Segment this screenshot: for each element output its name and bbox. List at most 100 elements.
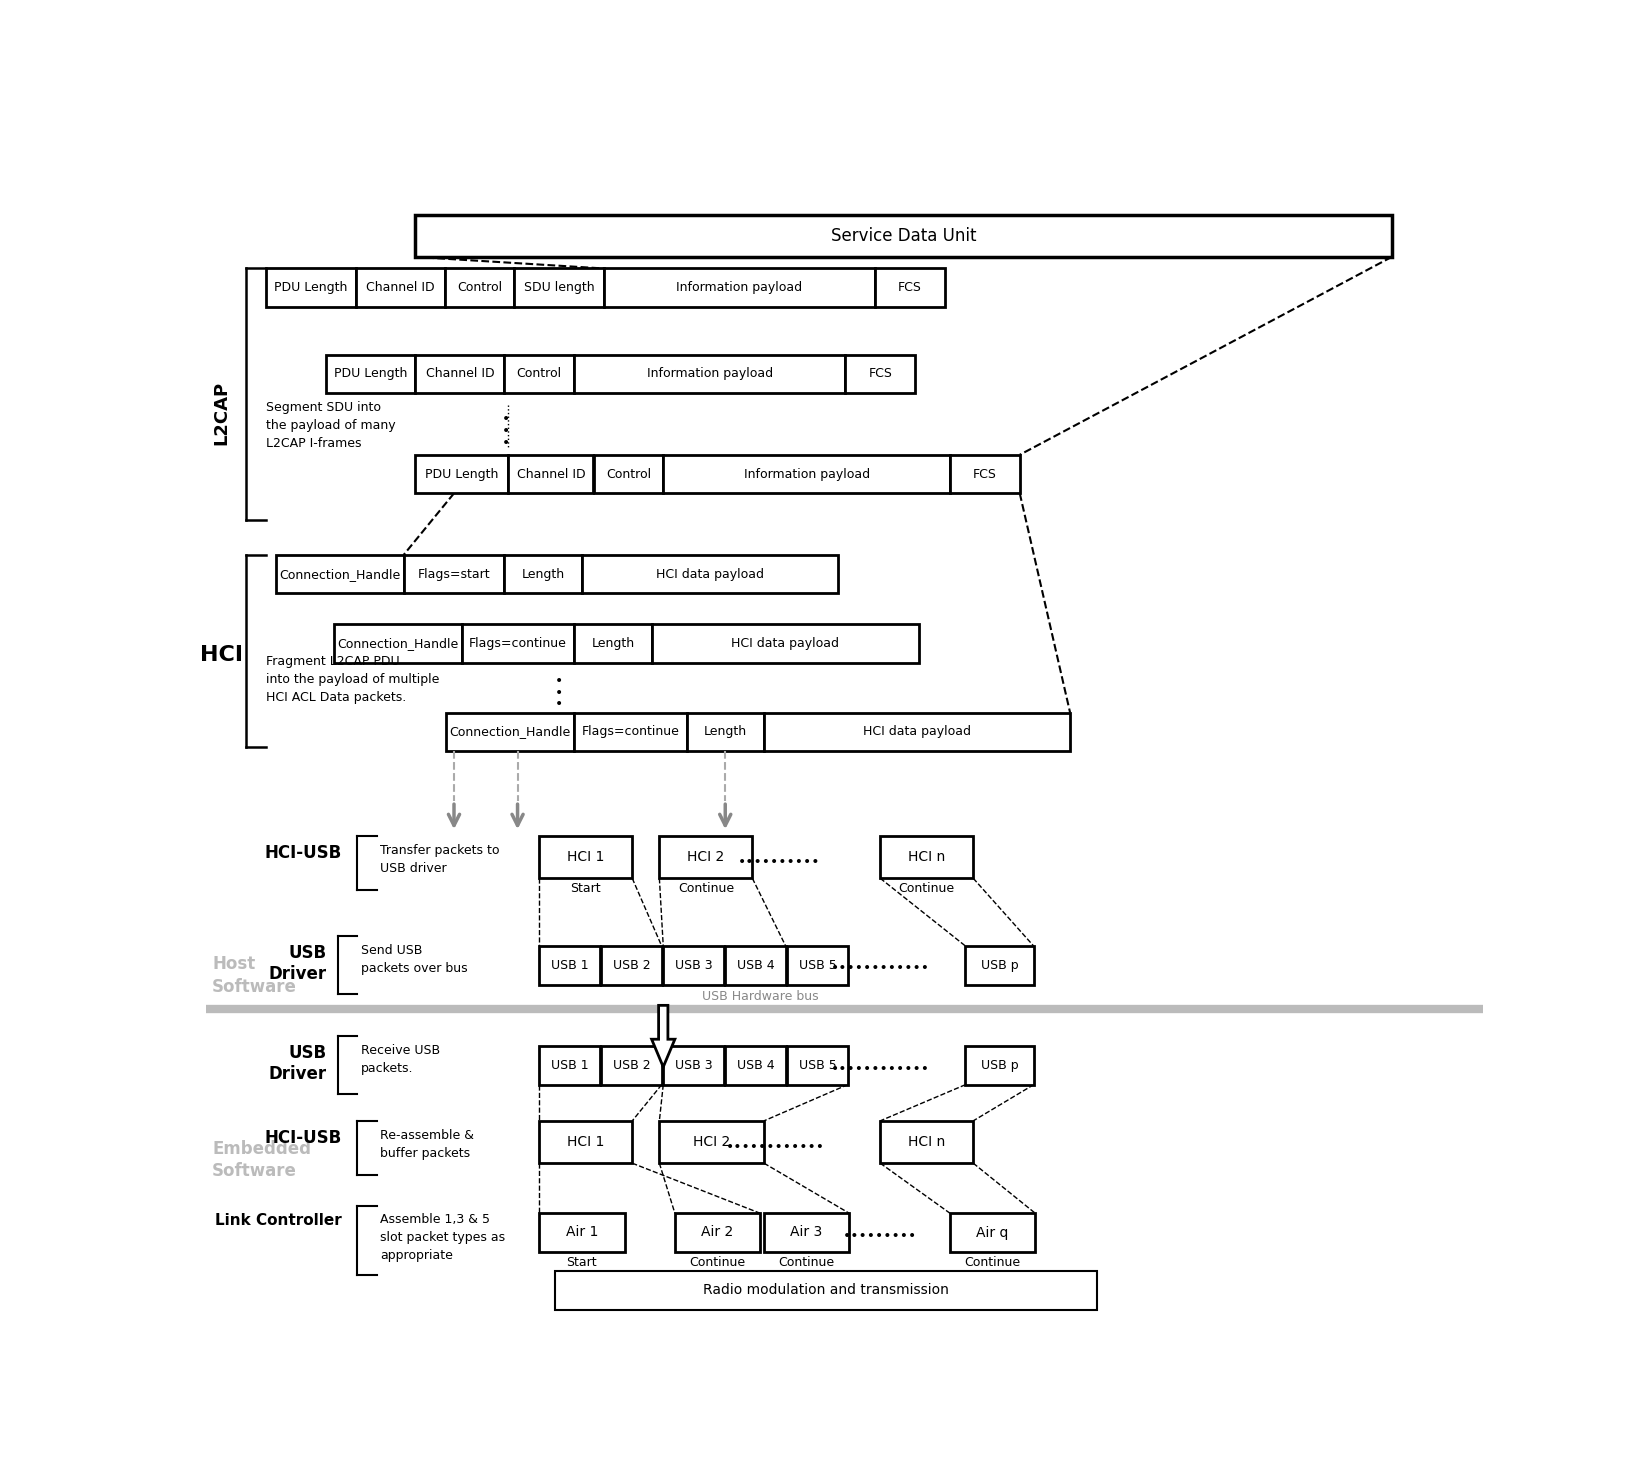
Text: USB
Driver: USB Driver xyxy=(269,944,326,983)
Text: ••••••••••••: •••••••••••• xyxy=(831,962,929,975)
Bar xyxy=(676,1214,760,1252)
Text: USB 5: USB 5 xyxy=(799,959,836,972)
Text: HCI n: HCI n xyxy=(908,1135,946,1148)
Text: USB
Driver: USB Driver xyxy=(269,1043,326,1083)
Text: Send USB
packets over bus: Send USB packets over bus xyxy=(361,944,468,975)
Text: HCI: HCI xyxy=(199,645,242,665)
Bar xyxy=(356,268,445,306)
Bar xyxy=(662,454,949,493)
Text: Connection_Handle: Connection_Handle xyxy=(338,636,458,650)
Text: Control: Control xyxy=(456,281,503,295)
Text: PDU Length: PDU Length xyxy=(335,367,407,380)
Bar xyxy=(949,454,1020,493)
Text: HCI data payload: HCI data payload xyxy=(732,636,839,650)
Text: USB 1: USB 1 xyxy=(550,959,588,972)
Bar xyxy=(404,555,504,593)
Bar xyxy=(555,1271,1098,1310)
Text: USB 4: USB 4 xyxy=(737,1058,775,1072)
Text: Re-assemble &
buffer packets: Re-assemble & buffer packets xyxy=(381,1129,475,1159)
Text: Continue: Continue xyxy=(778,1255,834,1268)
Text: FCS: FCS xyxy=(898,281,921,295)
Text: PDU Length: PDU Length xyxy=(425,468,498,481)
Text: Air 1: Air 1 xyxy=(565,1225,598,1240)
Text: ••••••••••: •••••••••• xyxy=(738,855,821,869)
Bar xyxy=(508,454,593,493)
Text: •: • xyxy=(554,685,562,700)
Text: Embedded
Software: Embedded Software xyxy=(213,1140,311,1181)
Bar xyxy=(593,454,662,493)
Bar xyxy=(788,1046,847,1085)
Bar xyxy=(725,1046,786,1085)
Text: USB 3: USB 3 xyxy=(674,1058,712,1072)
Text: HCI 2: HCI 2 xyxy=(694,1135,730,1148)
Bar xyxy=(326,355,415,394)
Bar xyxy=(602,946,662,984)
Text: Continue: Continue xyxy=(964,1255,1020,1268)
Text: Information payload: Information payload xyxy=(743,468,870,481)
Bar xyxy=(582,555,837,593)
Bar xyxy=(880,836,974,878)
Bar xyxy=(267,268,356,306)
Text: Channel ID: Channel ID xyxy=(425,367,494,380)
Bar xyxy=(845,355,915,394)
Bar xyxy=(461,625,574,663)
Text: •: • xyxy=(554,675,562,688)
Text: Information payload: Information payload xyxy=(646,367,773,380)
Text: L2CAP: L2CAP xyxy=(213,380,231,444)
Bar xyxy=(651,625,920,663)
Text: HCI data payload: HCI data payload xyxy=(864,725,971,739)
Text: Receive USB
packets.: Receive USB packets. xyxy=(361,1043,440,1074)
Text: ••••••••••••: •••••••••••• xyxy=(831,1061,929,1076)
Bar xyxy=(447,713,574,752)
Bar xyxy=(687,713,765,752)
Text: Continue: Continue xyxy=(677,882,733,895)
Text: Connection_Handle: Connection_Handle xyxy=(279,568,400,580)
Text: Length: Length xyxy=(521,568,565,580)
Text: USB 2: USB 2 xyxy=(613,959,651,972)
Text: Continue: Continue xyxy=(689,1255,745,1268)
Bar xyxy=(725,946,786,984)
Text: USB 1: USB 1 xyxy=(550,1058,588,1072)
Text: Start: Start xyxy=(570,882,602,895)
Text: USB 4: USB 4 xyxy=(737,959,775,972)
Bar xyxy=(539,1046,600,1085)
Bar xyxy=(415,215,1393,258)
Bar xyxy=(275,555,404,593)
Text: Link Controller: Link Controller xyxy=(214,1214,341,1228)
Text: Information payload: Information payload xyxy=(676,281,803,295)
Text: Control: Control xyxy=(606,468,651,481)
Text: FCS: FCS xyxy=(868,367,892,380)
Bar xyxy=(765,1214,849,1252)
Bar xyxy=(949,1214,1035,1252)
Text: Fragment L2CAP PDU
into the payload of multiple
HCI ACL Data packets.: Fragment L2CAP PDU into the payload of m… xyxy=(267,656,440,704)
Bar xyxy=(662,946,723,984)
Text: Length: Length xyxy=(592,636,634,650)
Bar xyxy=(539,1214,625,1252)
Text: Flags=continue: Flags=continue xyxy=(470,636,567,650)
Bar xyxy=(875,268,944,306)
Text: HCI-USB: HCI-USB xyxy=(264,1129,341,1147)
Bar xyxy=(659,1120,765,1163)
Bar xyxy=(539,836,633,878)
Bar xyxy=(574,625,651,663)
Bar xyxy=(415,355,504,394)
Text: PDU Length: PDU Length xyxy=(274,281,348,295)
Text: HCI 1: HCI 1 xyxy=(567,850,605,864)
Text: Flags=start: Flags=start xyxy=(417,568,491,580)
Text: Air 2: Air 2 xyxy=(702,1225,733,1240)
Text: USB Hardware bus: USB Hardware bus xyxy=(702,990,819,1003)
Text: •••••••••: ••••••••• xyxy=(844,1228,918,1243)
Text: HCI 2: HCI 2 xyxy=(687,850,725,864)
Text: USB 3: USB 3 xyxy=(674,959,712,972)
Bar xyxy=(602,1046,662,1085)
Bar xyxy=(788,946,847,984)
Bar xyxy=(514,268,603,306)
Text: Control: Control xyxy=(517,367,562,380)
Bar xyxy=(880,1120,974,1163)
Bar xyxy=(574,355,845,394)
Text: Air q: Air q xyxy=(976,1225,1009,1240)
Text: •: • xyxy=(501,435,509,450)
Text: Transfer packets to
USB driver: Transfer packets to USB driver xyxy=(381,844,499,875)
Text: Channel ID: Channel ID xyxy=(516,468,585,481)
Text: •: • xyxy=(501,423,509,438)
